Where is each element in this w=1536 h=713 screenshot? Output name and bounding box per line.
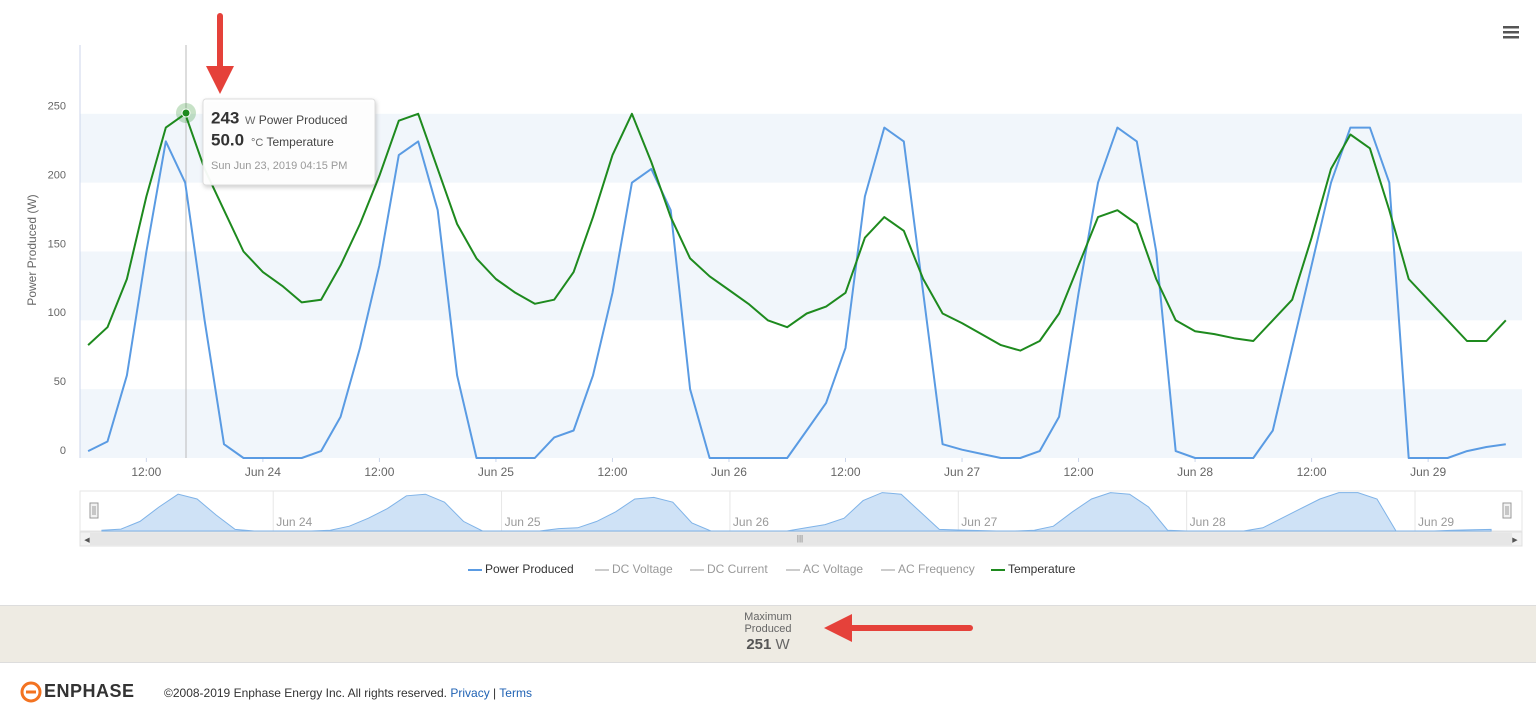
tooltip-temperature: 50.0: [211, 130, 244, 149]
legend-label: DC Voltage: [612, 562, 673, 576]
navigator-label: Jun 27: [961, 515, 997, 529]
summary-number: 251: [746, 636, 772, 653]
x-tick-label: 12:00: [1064, 465, 1094, 479]
x-tick-label: Jun 28: [1177, 465, 1213, 479]
y-tick-label: 50: [54, 376, 66, 388]
legend-label: DC Current: [707, 562, 768, 576]
navigator-label: Jun 26: [733, 515, 769, 529]
legend-item[interactable]: Temperature: [991, 562, 1076, 576]
summary-label: Maximum Produced: [744, 611, 792, 635]
tooltip-series-name: Power Produced: [259, 113, 348, 127]
y-tick-label: 100: [48, 307, 66, 319]
copyright-text: ©2008-2019 Enphase Energy Inc. All right…: [164, 686, 448, 700]
navigator-handle[interactable]: [1502, 502, 1512, 519]
terms-link[interactable]: Terms: [499, 686, 532, 700]
menu-bar: [1503, 26, 1519, 29]
tooltip-temperature-unit: °C: [251, 137, 263, 149]
legend-item[interactable]: DC Current: [690, 562, 768, 576]
privacy-link[interactable]: Privacy: [450, 686, 490, 700]
legend-item[interactable]: AC Frequency: [881, 562, 975, 576]
navigator-label: Jun 29: [1418, 515, 1454, 529]
legend-label: AC Frequency: [898, 562, 975, 576]
series-line: [87, 126, 1506, 459]
tooltip-box: [202, 98, 376, 186]
summary-value: 251 W: [0, 636, 1536, 653]
x-tick-label: Jun 24: [245, 465, 281, 479]
legend-item[interactable]: AC Voltage: [786, 562, 863, 576]
tooltip-power-label: W Power Produced: [245, 113, 347, 127]
x-tick-label: Jun 29: [1410, 465, 1446, 479]
plot-band: [80, 251, 1522, 321]
menu-bar: [1503, 36, 1519, 39]
x-tick-label: 12:00: [597, 465, 627, 479]
brand-name: ENPHASE: [44, 681, 135, 701]
legend-label: Temperature: [1008, 562, 1076, 576]
tooltip-power: 243: [211, 108, 239, 127]
scrollbar-grip: |||: [797, 534, 803, 543]
navigator-label: Jun 25: [505, 515, 541, 529]
y-tick-label: 200: [48, 170, 66, 182]
hover-point: [181, 108, 191, 118]
x-tick-label: Jun 26: [711, 465, 747, 479]
summary-bar: Maximum Produced 251 W: [0, 605, 1536, 663]
x-tick-label: 12:00: [364, 465, 394, 479]
summary-unit: W: [775, 636, 790, 653]
tooltip-date: Sun Jun 23, 2019 04:15 PM: [211, 160, 347, 172]
menu-bar: [1503, 31, 1519, 34]
scrollbar-left: ◀: [84, 537, 90, 544]
y-tick-label: 150: [48, 238, 66, 250]
legend-label: Power Produced: [485, 562, 574, 576]
tooltip-series-name: Temperature: [266, 135, 334, 149]
tooltip-temperature-label: °C Temperature: [251, 135, 334, 149]
x-tick-label: Jun 25: [478, 465, 514, 479]
chart: Power Produced (W) 0 50 100 150 200 250 12:00 J…: [25, 26, 1523, 576]
navigator-label: Jun 28: [1190, 515, 1226, 529]
legend-item[interactable]: Power Produced: [468, 562, 574, 576]
footer: ENPHASE ©2008-2019 Enphase Energy Inc. A…: [0, 662, 1536, 713]
logo-bar: [26, 690, 36, 694]
copyright: ©2008-2019 Enphase Energy Inc. All right…: [164, 686, 532, 700]
plot-band: [80, 389, 1522, 458]
navigator-handle[interactable]: [89, 502, 99, 519]
navigator-label: Jun 24: [276, 515, 312, 529]
legend-item[interactable]: DC Voltage: [595, 562, 673, 576]
x-tick-label: 12:00: [131, 465, 161, 479]
x-tick-label: Jun 27: [944, 465, 980, 479]
separator: |: [493, 686, 497, 700]
logo-ring: [20, 681, 42, 703]
scrollbar-right: ▶: [1512, 537, 1518, 544]
x-tick-label: 12:00: [1297, 465, 1327, 479]
x-tick-label: 12:00: [830, 465, 860, 479]
y-axis-title: Power Produced (W): [25, 194, 39, 305]
y-tick-label: 0: [60, 445, 66, 457]
y-tick-label: 250: [48, 101, 66, 113]
tooltip-power-unit: W: [245, 115, 256, 127]
legend-label: AC Voltage: [803, 562, 863, 576]
brand-logo: [20, 681, 42, 703]
scrollbar-thumb[interactable]: [90, 533, 1512, 545]
menu-icon[interactable]: [1503, 26, 1519, 39]
series-line: [87, 112, 1507, 352]
navigator-area: [101, 492, 1492, 532]
